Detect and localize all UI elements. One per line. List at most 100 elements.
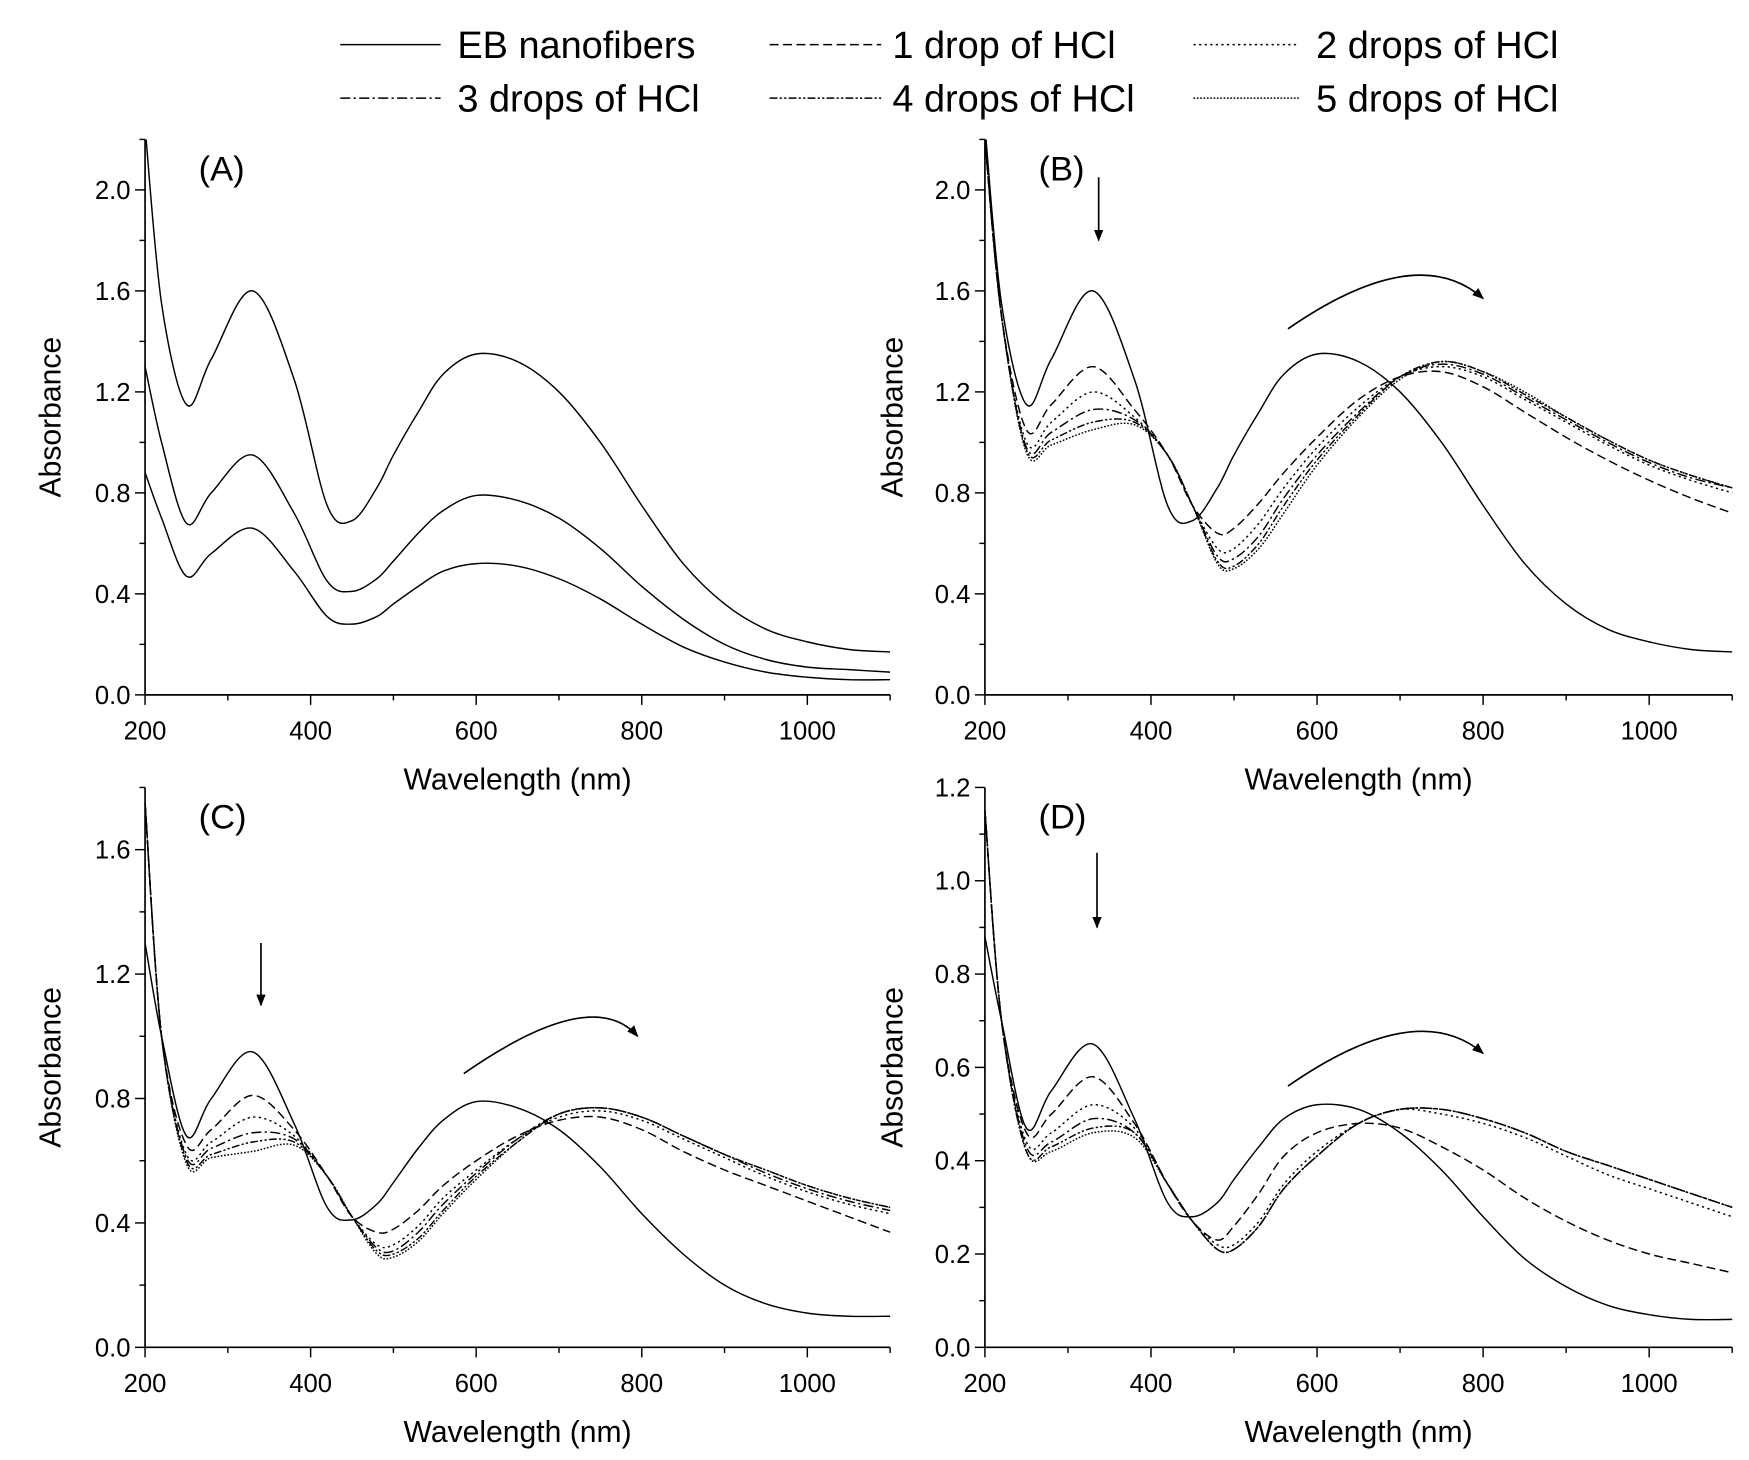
- y-tick-label: 0.6: [935, 1054, 971, 1082]
- x-tick-label: 1000: [779, 1370, 836, 1398]
- panel-c: 200 400 600 800 1000 0.0 0.4 0.8 1.2 1.6 Wavelengt…: [34, 786, 891, 1449]
- curved-arrow-annotation: [1287, 1030, 1485, 1087]
- series-line-4-drops-of-hcl: [984, 139, 1733, 570]
- series-line-5-drops-of-hcl: [984, 139, 1733, 572]
- y-tick-label: 1.6: [95, 837, 131, 865]
- y-tick-label: 1.0: [935, 868, 971, 896]
- panel-label: (A): [199, 151, 245, 189]
- x-tick-label: 800: [620, 717, 663, 745]
- legend-label: EB nanofibers: [457, 25, 695, 67]
- y-tick-label: 0.0: [95, 682, 131, 710]
- y-tick-label: 1.2: [95, 961, 131, 989]
- legend-entry: 1 drop of HCl: [769, 25, 1116, 67]
- x-tick-label: 1000: [779, 717, 836, 745]
- series-line-1-drop-of-hcl: [145, 802, 891, 1234]
- series-line-curve-2: [145, 366, 891, 673]
- legend-label: 2 drops of HCl: [1316, 25, 1558, 67]
- y-tick-label: 2.0: [935, 177, 971, 205]
- series-line-eb-nanofibers: [984, 936, 1733, 1321]
- y-tick-label: 0.8: [935, 480, 971, 508]
- x-tick-label: 600: [1296, 717, 1339, 745]
- series-group: [145, 802, 891, 1318]
- series-line-eb-nanofibers: [145, 942, 891, 1318]
- y-tick-label: 1.6: [935, 278, 971, 306]
- legend-entry: 5 drops of HCl: [1193, 79, 1558, 121]
- panel-a: 200 400 600 800 1000 0.0 0.4 0.8 1.2 1.6 2.0 Wavele…: [34, 138, 891, 797]
- legend-entry: 2 drops of HCl: [1193, 25, 1558, 67]
- curved-arrow-annotation: [1287, 274, 1484, 330]
- x-tick-label: 200: [964, 717, 1007, 745]
- x-tick-label: 1000: [1621, 717, 1678, 745]
- legend-entry: EB nanofibers: [340, 25, 695, 67]
- x-tick-label: 800: [1462, 1370, 1505, 1398]
- panel-label: (C): [199, 799, 247, 837]
- y-tick-label: 0.4: [95, 581, 131, 609]
- x-tick-label: 400: [289, 1370, 332, 1398]
- x-tick-label: 800: [620, 1370, 663, 1398]
- legend-entry: 3 drops of HCl: [340, 79, 700, 121]
- x-tick-label: 800: [1462, 717, 1505, 745]
- x-axis-label: Wavelength (nm): [404, 764, 632, 797]
- legend-label: 1 drop of HCl: [892, 25, 1115, 67]
- x-tick-label: 400: [1130, 717, 1173, 745]
- y-axis-label: Absorbance: [34, 987, 67, 1148]
- series-line-2-drops-of-hcl: [984, 810, 1733, 1249]
- y-tick-label: 0.4: [95, 1210, 131, 1238]
- series-group: [145, 139, 891, 681]
- series-line-2-drops-of-hcl: [145, 802, 891, 1249]
- y-tick-label: 1.2: [935, 379, 971, 407]
- y-tick-label: 0.0: [95, 1334, 131, 1362]
- x-tick-label: 600: [1296, 1370, 1339, 1398]
- y-tick-label: 1.6: [95, 278, 131, 306]
- x-tick-label: 400: [1130, 1370, 1173, 1398]
- x-tick-label: 200: [124, 1370, 167, 1398]
- y-tick-label: 0.4: [935, 581, 971, 609]
- legend-entry: 4 drops of HCl: [769, 79, 1135, 121]
- panel-label: (D): [1038, 799, 1086, 837]
- series-group: [984, 810, 1733, 1321]
- series-line-1-drop-of-hcl: [984, 810, 1733, 1274]
- x-tick-label: 600: [455, 717, 498, 745]
- panel-label: (B): [1038, 151, 1084, 189]
- y-tick-label: 0.4: [935, 1148, 971, 1176]
- x-axis-label: Wavelength (nm): [404, 1416, 632, 1449]
- series-line-3-drops-of-hcl: [145, 802, 891, 1254]
- x-axis-label: Wavelength (nm): [1244, 764, 1472, 797]
- series-line-1-drop-of-hcl: [984, 139, 1733, 536]
- legend-label: 3 drops of HCl: [457, 79, 699, 121]
- curved-arrow-annotation: [463, 1016, 639, 1075]
- y-tick-label: 2.0: [95, 177, 131, 205]
- series-line-5-drops-of-hcl: [984, 810, 1733, 1254]
- series-line-curve-3: [145, 472, 891, 681]
- y-tick-label: 1.2: [935, 774, 971, 802]
- y-tick-label: 0.8: [935, 961, 971, 989]
- panel-d: 200 400 600 800 1000 0.0 0.2 0.4 0.6 0.8 1.0 1.2 Wav…: [876, 774, 1733, 1449]
- x-tick-label: 200: [964, 1370, 1007, 1398]
- series-group: [984, 139, 1733, 653]
- panel-b: 200 400 600 800 1000 0.0 0.4 0.8 1.2 1.6 2.0 Wavele…: [876, 138, 1733, 797]
- series-line-2-drops-of-hcl: [984, 139, 1733, 554]
- y-tick-label: 0.0: [935, 1334, 971, 1362]
- series-line-eb-nanofibers: [985, 139, 1733, 653]
- y-tick-label: 0.2: [935, 1241, 971, 1269]
- y-tick-label: 0.0: [935, 682, 971, 710]
- series-line-curve-1: [145, 139, 891, 653]
- y-axis-label: Absorbance: [876, 987, 909, 1148]
- x-axis-label: Wavelength (nm): [1244, 1416, 1472, 1449]
- legend-label: 5 drops of HCl: [1316, 79, 1558, 121]
- series-line-3-drops-of-hcl: [984, 139, 1733, 563]
- x-tick-label: 200: [124, 717, 167, 745]
- series-line-4-drops-of-hcl: [145, 802, 891, 1257]
- legend: EB nanofibers 1 drop of HCl 2 drops of HCl…: [340, 25, 1558, 121]
- y-axis-label: Absorbance: [34, 337, 67, 498]
- y-tick-label: 1.2: [95, 379, 131, 407]
- legend-label: 4 drops of HCl: [892, 79, 1134, 121]
- y-tick-label: 0.8: [95, 1085, 131, 1113]
- y-axis-label: Absorbance: [876, 337, 909, 498]
- series-line-4-drops-of-hcl: [984, 810, 1733, 1254]
- x-tick-label: 1000: [1621, 1370, 1678, 1398]
- x-tick-label: 600: [455, 1370, 498, 1398]
- x-tick-label: 400: [289, 717, 332, 745]
- y-tick-label: 0.8: [95, 480, 131, 508]
